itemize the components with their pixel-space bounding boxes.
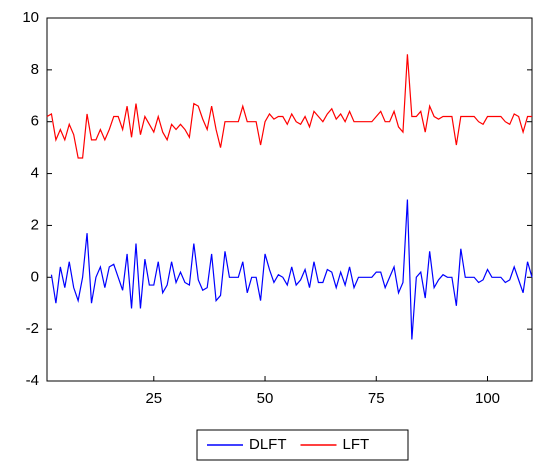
x-tick-label: 100 bbox=[475, 390, 500, 407]
y-tick-label: 6 bbox=[31, 113, 39, 130]
x-tick-label: 75 bbox=[368, 390, 385, 407]
y-tick-label: 8 bbox=[31, 61, 39, 78]
x-tick-label: 50 bbox=[257, 390, 274, 407]
series-line bbox=[50, 199, 533, 340]
legend-label: DLFT bbox=[249, 436, 287, 453]
y-tick-label: 0 bbox=[31, 268, 39, 285]
series-line bbox=[46, 54, 532, 159]
y-tick-label: 4 bbox=[31, 165, 39, 182]
y-tick-label: -2 bbox=[26, 320, 39, 337]
y-tick-label: -4 bbox=[26, 372, 39, 389]
legend-label: LFT bbox=[343, 436, 370, 453]
y-tick-label: 2 bbox=[31, 216, 39, 233]
plot-frame bbox=[46, 17, 533, 382]
x-tick-label: 25 bbox=[145, 390, 162, 407]
y-tick-label: 10 bbox=[22, 9, 39, 26]
